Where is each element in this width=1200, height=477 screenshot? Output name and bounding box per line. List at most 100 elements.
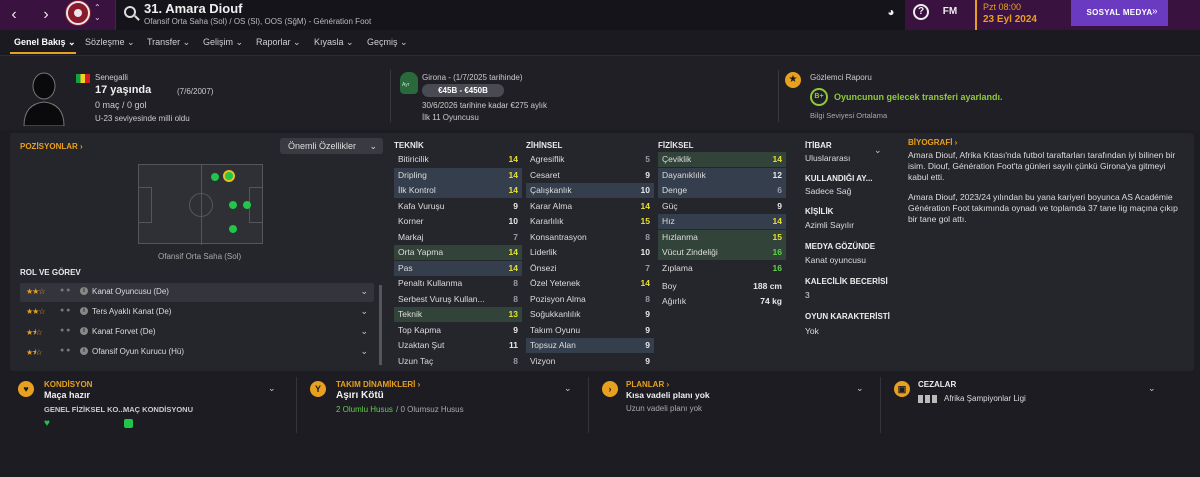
attribute-value: 9: [645, 169, 650, 180]
role-dots: ● ●: [60, 287, 71, 294]
nationality: Senegalli: [95, 73, 128, 82]
mental-attribute-row[interactable]: Çalışkanlık 10: [526, 183, 654, 198]
club-badge-icon[interactable]: [66, 1, 90, 25]
positions-title[interactable]: POZİSYONLAR ›: [20, 142, 83, 151]
player-switch-arrows[interactable]: ⌃ ⌄: [94, 3, 101, 22]
mental-attribute-row[interactable]: Topsuz Alan 9: [526, 338, 654, 353]
technical-attribute-row[interactable]: Serbest Vuruş Kullan... 8: [394, 292, 522, 307]
date-panel[interactable]: Pzt 08:00 23 Eyl 2024: [975, 0, 1065, 30]
technical-attribute-row[interactable]: Penaltı Kullanma 8: [394, 276, 522, 291]
info-icon[interactable]: i: [80, 347, 88, 355]
physical-attribute-row[interactable]: Zıplama 16: [658, 261, 786, 276]
chevron-down-icon[interactable]: ⌄: [360, 326, 368, 336]
mental-attribute-row[interactable]: Cesaret 9: [526, 168, 654, 183]
tab-development[interactable]: Gelişim ⌄: [203, 37, 244, 47]
search-icon[interactable]: [124, 6, 136, 18]
role-dots: ● ●: [60, 307, 71, 314]
globe-icon[interactable]: ◕: [887, 5, 895, 19]
chevron-down-icon[interactable]: ⌄: [360, 346, 368, 356]
social-media-button[interactable]: SOSYAL MEDYA: [1071, 0, 1168, 26]
chevron-down-icon[interactable]: ⌄: [874, 145, 882, 155]
attribute-name: Cesaret: [530, 169, 560, 180]
mental-attribute-row[interactable]: Agresiflik 5: [526, 152, 654, 167]
mental-attribute-row[interactable]: Kararlılık 15: [526, 214, 654, 229]
technical-attribute-row[interactable]: Top Kapma 9: [394, 323, 522, 338]
attribute-highlight-select[interactable]: Önemli Özellikler ⌄: [280, 138, 383, 154]
mental-title: ZİHİNSEL: [526, 141, 563, 150]
team-dynamics-title[interactable]: TAKIM DİNAMİKLERİ ›: [336, 380, 421, 389]
chevron-down-icon[interactable]: ⌄: [856, 383, 864, 393]
technical-attribute-row[interactable]: Korner 10: [394, 214, 522, 229]
attribute-name: Pas: [398, 262, 413, 273]
back-button[interactable]: ‹: [11, 6, 17, 23]
technical-attribute-row[interactable]: Uzaktan Şut 11: [394, 338, 522, 353]
mental-attribute-row[interactable]: Pozisyon Alma 8: [526, 292, 654, 307]
role-row[interactable]: ★★☆ ● ● i Ters Ayaklı Kanat (De) ⌄: [20, 303, 374, 322]
physical-attribute-row[interactable]: Çeviklik 14: [658, 152, 786, 167]
technical-attribute-row[interactable]: Teknik 13: [394, 307, 522, 322]
attribute-name: Çeviklik: [662, 154, 692, 164]
physical-attribute-row[interactable]: Denge 6: [658, 183, 786, 198]
technical-attribute-row[interactable]: Pas 14: [394, 260, 522, 276]
traits-value: Yok: [805, 326, 819, 336]
physical-attribute-row[interactable]: Güç 9: [658, 199, 786, 214]
mental-attribute-row[interactable]: Vizyon 9: [526, 354, 654, 369]
tab-contract[interactable]: Sözleşme ⌄: [85, 37, 135, 47]
attribute-name: Liderlik: [530, 247, 557, 257]
info-icon[interactable]: i: [80, 327, 88, 335]
club-crest-icon: Ayr: [400, 72, 418, 94]
technical-attribute-row[interactable]: Dripling 14: [394, 167, 522, 183]
tab-history[interactable]: Geçmiş ⌄: [367, 37, 408, 47]
biography-text: Amara Diouf, Afrika Kıtası'nda futbol ta…: [908, 150, 1178, 224]
physical-attribute-row[interactable]: Dayanıklılık 12: [658, 167, 786, 183]
attribute-name: Hız: [662, 216, 675, 226]
mental-attribute-row[interactable]: Takım Oyunu 9: [526, 323, 654, 338]
technical-attribute-row[interactable]: Markaj 7: [394, 230, 522, 245]
tab-transfer[interactable]: Transfer ⌄: [147, 37, 191, 47]
attribute-value: 14: [772, 216, 782, 226]
mental-attribute-row[interactable]: Liderlik 10: [526, 245, 654, 260]
mental-attribute-row[interactable]: Konsantrasyon 8: [526, 230, 654, 245]
plans-title[interactable]: PLANLAR ›: [626, 380, 670, 389]
attribute-value: 14: [508, 262, 518, 273]
chevron-down-icon[interactable]: ⌄: [360, 286, 368, 296]
physical-attribute-row[interactable]: Hızlanma 15: [658, 229, 786, 245]
attribute-value: 8: [645, 231, 650, 242]
mental-attribute-row[interactable]: Özel Yetenek 14: [526, 276, 654, 291]
role-row[interactable]: ★⯨☆ ● ● i Ofansif Oyun Kurucu (Hü) ⌄: [20, 343, 374, 362]
mental-attribute-row[interactable]: Karar Alma 14: [526, 199, 654, 214]
biography-title[interactable]: BİYOGRAFİ ›: [908, 138, 958, 147]
attribute-value: 15: [772, 231, 782, 242]
tab-reports[interactable]: Raporlar ⌄: [256, 37, 301, 47]
forward-button[interactable]: ›: [43, 6, 49, 23]
player-header-panel: Senegalli 17 yaşında (7/6/2007) 0 maç / …: [0, 56, 1200, 130]
role-row[interactable]: ★⯨☆ ● ● i Kanat Forvet (De) ⌄: [20, 323, 374, 342]
chevron-down-icon[interactable]: ⌄: [1148, 383, 1156, 393]
help-icon[interactable]: ?: [913, 4, 929, 20]
technical-attribute-row[interactable]: Uzun Taç 8: [394, 354, 522, 369]
chevron-down-icon[interactable]: ⌄: [360, 306, 368, 316]
transfer-value[interactable]: €45B - €450B: [422, 84, 504, 97]
tab-compare[interactable]: Kıyasla ⌄: [314, 37, 354, 47]
technical-attribute-row[interactable]: İlk Kontrol 14: [394, 183, 522, 198]
fm-menu-button[interactable]: FM: [942, 6, 958, 17]
technical-attribute-row[interactable]: Orta Yapma 14: [394, 245, 522, 260]
info-icon[interactable]: i: [80, 307, 88, 315]
attribute-value: 16: [772, 262, 782, 273]
divider: [588, 377, 589, 433]
mental-attribute-row[interactable]: Önsezi 7: [526, 261, 654, 276]
tab-overview[interactable]: Genel Bakış ⌄: [14, 37, 76, 47]
info-icon[interactable]: i: [80, 287, 88, 295]
physical-attribute-row[interactable]: Hız 14: [658, 214, 786, 229]
technical-attribute-row[interactable]: Bitiricilik 14: [394, 152, 522, 167]
physical-attribute-row[interactable]: Vücut Zindeliği 16: [658, 245, 786, 260]
scout-report-title[interactable]: Gözlemci Raporu: [810, 73, 872, 82]
condition-title: KONDİSYON: [44, 380, 93, 389]
chevron-down-icon[interactable]: ⌄: [268, 383, 276, 393]
role-row[interactable]: ★★☆ ● ● i Kanat Oyuncusu (De) ⌄: [20, 283, 374, 302]
chevron-down-icon[interactable]: ⌄: [564, 383, 572, 393]
role-scrollbar[interactable]: [379, 285, 382, 365]
attribute-name: Soğukkanlılık: [530, 309, 581, 319]
technical-attribute-row[interactable]: Kafa Vuruşu 9: [394, 199, 522, 214]
mental-attribute-row[interactable]: Soğukkanlılık 9: [526, 307, 654, 322]
